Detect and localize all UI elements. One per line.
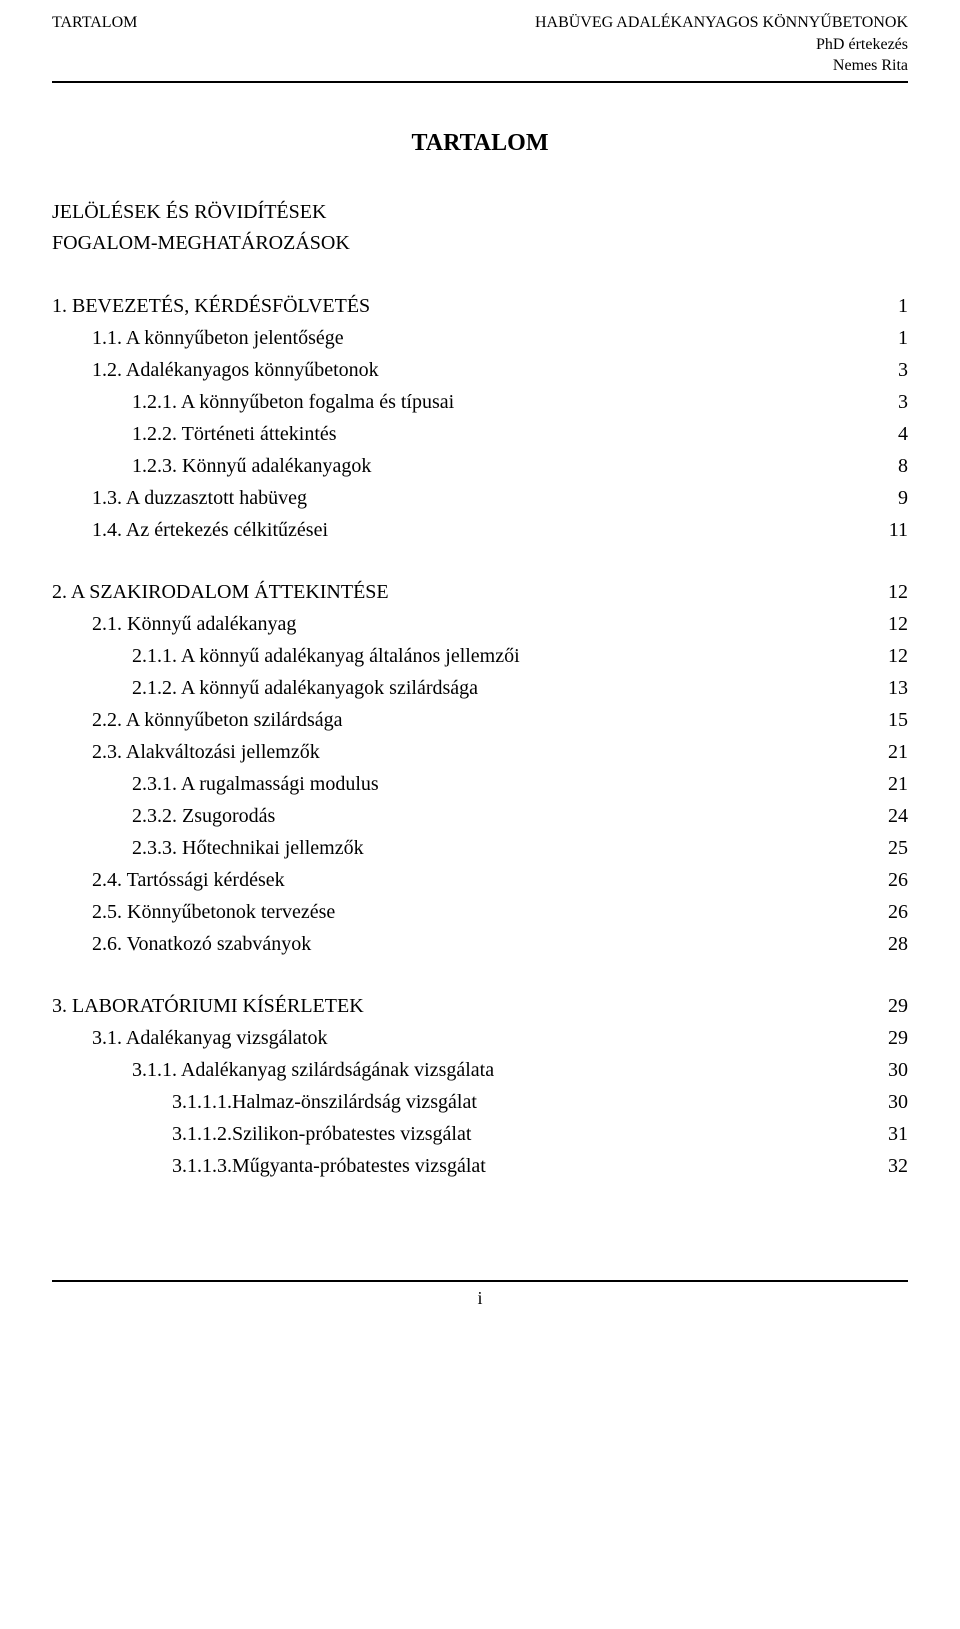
toc-row: 3.1.1.2.Szilikon-próbatestes vizsgálat31 — [52, 1121, 908, 1148]
toc-label: 2.1. Könnyű adalékanyag — [52, 611, 876, 638]
toc-label: 2.3.2. Zsugorodás — [52, 803, 876, 830]
toc-label: 2.3.1. A rugalmassági modulus — [52, 771, 876, 798]
toc-label: 2.3.3. Hőtechnikai jellemzők — [52, 835, 876, 862]
toc-row: 2.3.1. A rugalmassági modulus21 — [52, 771, 908, 798]
toc-page: 13 — [876, 675, 908, 702]
toc-page: 1 — [876, 293, 908, 320]
toc-page: 11 — [876, 517, 908, 544]
toc-page: 26 — [876, 899, 908, 926]
toc-label: 1.2.2. Történeti áttekintés — [52, 421, 876, 448]
toc-page: 1 — [876, 325, 908, 352]
toc-page: 12 — [876, 611, 908, 638]
header-right-title: HABÜVEG ADALÉKANYAGOS KÖNNYŰBETONOK — [535, 12, 908, 34]
toc-label: 3.1.1. Adalékanyag szilárdságának vizsgá… — [52, 1057, 876, 1084]
page-number: i — [52, 1286, 908, 1310]
front-matter-item: JELÖLÉSEK ÉS RÖVIDÍTÉSEK — [52, 199, 908, 226]
toc-page: 3 — [876, 357, 908, 384]
toc-row: 2.5. Könnyűbetonok tervezése26 — [52, 899, 908, 926]
toc-label: 2.4. Tartóssági kérdések — [52, 867, 876, 894]
toc-row: 2. A SZAKIRODALOM ÁTTEKINTÉSE12 — [52, 579, 908, 606]
toc-page: 15 — [876, 707, 908, 734]
front-matter-item: FOGALOM-MEGHATÁROZÁSOK — [52, 230, 908, 257]
header-right-author: Nemes Rita — [535, 55, 908, 77]
toc-page: 28 — [876, 931, 908, 958]
toc-row: 2.3.3. Hőtechnikai jellemzők25 — [52, 835, 908, 862]
toc-label: 2.3. Alakváltozási jellemzők — [52, 739, 876, 766]
toc-page: 30 — [876, 1089, 908, 1116]
page-title: TARTALOM — [52, 127, 908, 159]
toc-label: 2.2. A könnyűbeton szilárdsága — [52, 707, 876, 734]
toc-page: 12 — [876, 643, 908, 670]
toc-row: 1.3. A duzzasztott habüveg9 — [52, 485, 908, 512]
toc-page: 4 — [876, 421, 908, 448]
header-right: HABÜVEG ADALÉKANYAGOS KÖNNYŰBETONOK PhD … — [535, 12, 908, 77]
toc-row: 2.3. Alakváltozási jellemzők21 — [52, 739, 908, 766]
toc-row: 1.2.2. Történeti áttekintés4 — [52, 421, 908, 448]
toc-label: 1. BEVEZETÉS, KÉRDÉSFÖLVETÉS — [52, 293, 876, 320]
toc-row: 2.1.1. A könnyű adalékanyag általános je… — [52, 643, 908, 670]
toc-label: 3.1.1.3.Műgyanta-próbatestes vizsgálat — [52, 1153, 876, 1180]
toc-label: 1.1. A könnyűbeton jelentősége — [52, 325, 876, 352]
toc-row: 3.1.1. Adalékanyag szilárdságának vizsgá… — [52, 1057, 908, 1084]
section-gap — [52, 963, 908, 993]
toc-label: 1.4. Az értekezés célkitűzései — [52, 517, 876, 544]
toc-label: 2.1.1. A könnyű adalékanyag általános je… — [52, 643, 876, 670]
toc-page: 8 — [876, 453, 908, 480]
toc-label: 1.2.3. Könnyű adalékanyagok — [52, 453, 876, 480]
toc-label: 1.2.1. A könnyűbeton fogalma és típusai — [52, 389, 876, 416]
toc-label: 2.6. Vonatkozó szabványok — [52, 931, 876, 958]
toc-row: 3. LABORATÓRIUMI KÍSÉRLETEK29 — [52, 993, 908, 1020]
toc-row: 1.2. Adalékanyagos könnyűbetonok3 — [52, 357, 908, 384]
table-of-contents: 1. BEVEZETÉS, KÉRDÉSFÖLVETÉS11.1. A könn… — [52, 293, 908, 1180]
toc-row: 1.2.1. A könnyűbeton fogalma és típusai3 — [52, 389, 908, 416]
toc-label: 1.2. Adalékanyagos könnyűbetonok — [52, 357, 876, 384]
toc-row: 1.2.3. Könnyű adalékanyagok8 — [52, 453, 908, 480]
toc-page: 3 — [876, 389, 908, 416]
toc-label: 3. LABORATÓRIUMI KÍSÉRLETEK — [52, 993, 876, 1020]
toc-row: 2.1. Könnyű adalékanyag12 — [52, 611, 908, 638]
toc-row: 1.4. Az értekezés célkitűzései11 — [52, 517, 908, 544]
front-matter: JELÖLÉSEK ÉS RÖVIDÍTÉSEK FOGALOM-MEGHATÁ… — [52, 199, 908, 257]
header-left: TARTALOM — [52, 12, 137, 34]
toc-label: 2.1.2. A könnyű adalékanyagok szilárdság… — [52, 675, 876, 702]
toc-page: 29 — [876, 1025, 908, 1052]
toc-page: 9 — [876, 485, 908, 512]
toc-page: 32 — [876, 1153, 908, 1180]
toc-row: 2.4. Tartóssági kérdések26 — [52, 867, 908, 894]
toc-page: 21 — [876, 739, 908, 766]
header-rule — [52, 81, 908, 83]
toc-label: 1.3. A duzzasztott habüveg — [52, 485, 876, 512]
toc-page: 21 — [876, 771, 908, 798]
toc-row: 2.3.2. Zsugorodás24 — [52, 803, 908, 830]
section-gap — [52, 549, 908, 579]
toc-page: 30 — [876, 1057, 908, 1084]
toc-label: 3.1. Adalékanyag vizsgálatok — [52, 1025, 876, 1052]
toc-page: 12 — [876, 579, 908, 606]
footer-rule — [52, 1280, 908, 1282]
page-header: TARTALOM HABÜVEG ADALÉKANYAGOS KÖNNYŰBET… — [52, 12, 908, 77]
toc-page: 26 — [876, 867, 908, 894]
toc-label: 3.1.1.2.Szilikon-próbatestes vizsgálat — [52, 1121, 876, 1148]
toc-row: 2.2. A könnyűbeton szilárdsága15 — [52, 707, 908, 734]
toc-row: 1.1. A könnyűbeton jelentősége1 — [52, 325, 908, 352]
toc-page: 31 — [876, 1121, 908, 1148]
toc-row: 2.1.2. A könnyű adalékanyagok szilárdság… — [52, 675, 908, 702]
toc-label: 3.1.1.1.Halmaz-önszilárdság vizsgálat — [52, 1089, 876, 1116]
header-right-subtitle: PhD értekezés — [535, 34, 908, 56]
toc-page: 24 — [876, 803, 908, 830]
toc-row: 3.1. Adalékanyag vizsgálatok29 — [52, 1025, 908, 1052]
toc-row: 1. BEVEZETÉS, KÉRDÉSFÖLVETÉS1 — [52, 293, 908, 320]
toc-label: 2. A SZAKIRODALOM ÁTTEKINTÉSE — [52, 579, 876, 606]
toc-row: 3.1.1.1.Halmaz-önszilárdság vizsgálat30 — [52, 1089, 908, 1116]
toc-page: 25 — [876, 835, 908, 862]
toc-row: 3.1.1.3.Műgyanta-próbatestes vizsgálat32 — [52, 1153, 908, 1180]
toc-label: 2.5. Könnyűbetonok tervezése — [52, 899, 876, 926]
toc-row: 2.6. Vonatkozó szabványok28 — [52, 931, 908, 958]
toc-page: 29 — [876, 993, 908, 1020]
